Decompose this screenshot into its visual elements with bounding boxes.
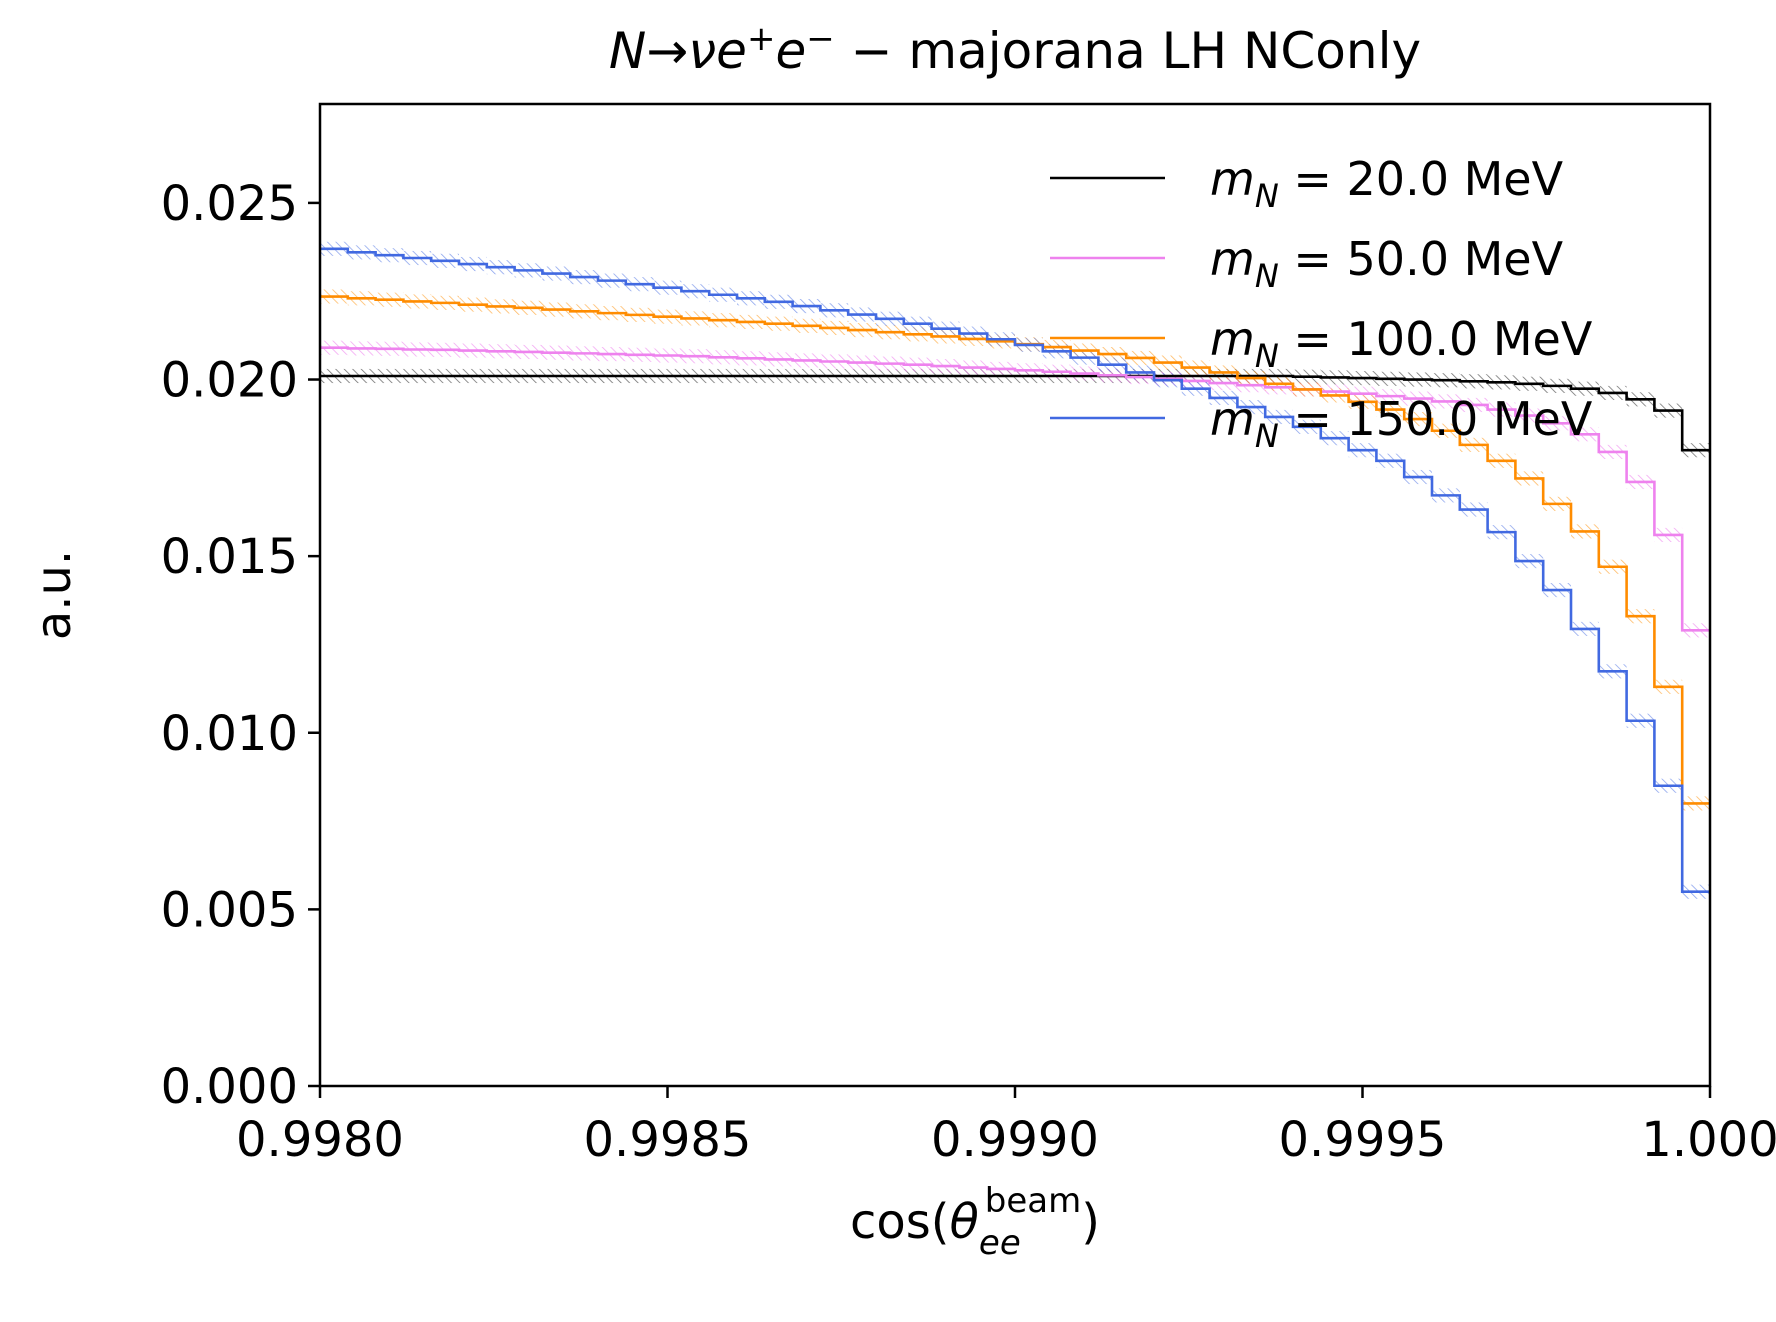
- y-axis-label: a.u.: [26, 550, 82, 640]
- x-tick-label: 0.9980: [236, 1112, 404, 1168]
- y-tick-label: 0.015: [161, 529, 298, 585]
- legend-entry: mN = 150.0 MeV: [1050, 392, 1593, 455]
- y-tick-label: 0.005: [161, 882, 298, 938]
- chart-title: N→νe+e− − majorana LH NConly: [609, 19, 1421, 80]
- legend-entry: mN = 20.0 MeV: [1050, 152, 1564, 215]
- legend-entry: mN = 100.0 MeV: [1050, 312, 1593, 375]
- y-axis-ticks: 0.000 0.005 0.010 0.015 0.020 0.025: [161, 176, 320, 1115]
- legend-label: mN = 50.0 MeV: [1210, 232, 1564, 295]
- x-tick-label: 1.000: [1641, 1112, 1776, 1168]
- x-tick-label: 0.9990: [931, 1112, 1099, 1168]
- x-tick-label: 0.9995: [1279, 1112, 1447, 1168]
- y-tick-label: 0.000: [161, 1059, 298, 1115]
- legend-label: mN = 20.0 MeV: [1210, 152, 1564, 215]
- legend-label: mN = 100.0 MeV: [1210, 312, 1593, 375]
- series-line: [320, 374, 1710, 452]
- legend-label: mN = 150.0 MeV: [1210, 392, 1593, 455]
- y-tick-label: 0.020: [161, 353, 298, 409]
- series-line: [320, 247, 1710, 894]
- x-tick-label: 0.9985: [584, 1112, 752, 1168]
- x-axis-ticks: 0.9980 0.9985 0.9990 0.9995 1.000: [236, 1086, 1776, 1168]
- legend-entry: mN = 50.0 MeV: [1050, 232, 1564, 295]
- legend: mN = 20.0 MeV mN = 50.0 MeV mN = 100.0 MeV…: [1050, 152, 1593, 455]
- series-line: [320, 346, 1710, 632]
- x-axis-label: cos(θeebeam): [850, 1181, 1100, 1263]
- y-tick-label: 0.025: [161, 176, 298, 232]
- y-tick-label: 0.010: [161, 706, 298, 762]
- series-lines: [320, 247, 1710, 894]
